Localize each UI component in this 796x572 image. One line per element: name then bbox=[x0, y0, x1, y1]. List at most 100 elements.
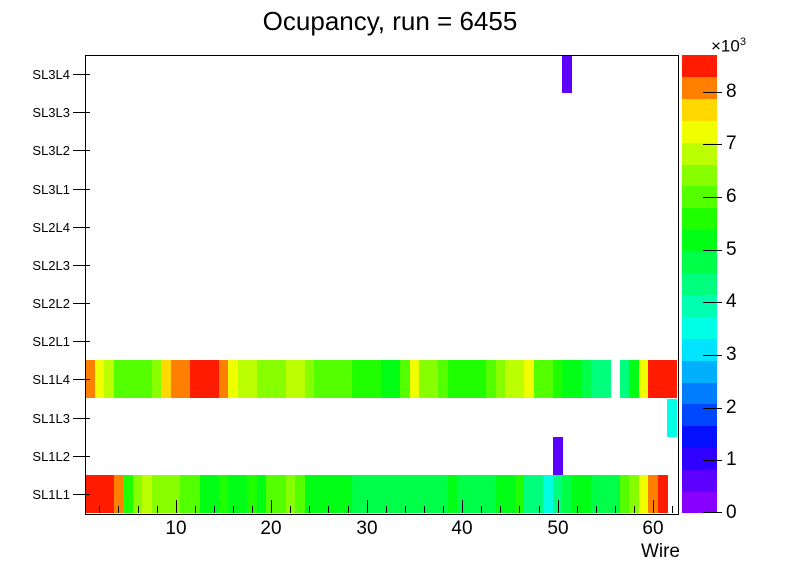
heatmap-cell bbox=[381, 474, 392, 513]
heatmap-cell bbox=[333, 474, 344, 513]
heatmap-cell bbox=[104, 360, 115, 399]
heatmap-cell bbox=[304, 360, 315, 399]
colorbar-band bbox=[682, 403, 717, 427]
heatmap-cell bbox=[667, 398, 678, 437]
heatmap-cell bbox=[486, 360, 497, 399]
x-axis-minor-tick bbox=[99, 506, 100, 513]
colorbar-band bbox=[682, 491, 717, 514]
heatmap-cell bbox=[228, 360, 239, 399]
heatmap-cell bbox=[342, 360, 353, 399]
heatmap-cell bbox=[247, 360, 258, 399]
heatmap-cell bbox=[218, 360, 229, 399]
y-axis-tick bbox=[73, 189, 90, 190]
heatmap-cell bbox=[132, 360, 143, 399]
y-axis-tick bbox=[73, 494, 90, 495]
heatmap-cell bbox=[419, 474, 430, 513]
heatmap-cell bbox=[180, 360, 191, 399]
colorbar-band bbox=[682, 338, 717, 361]
heatmap-cell bbox=[85, 360, 96, 399]
heatmap-cell bbox=[123, 474, 134, 513]
heatmap-cell bbox=[123, 360, 134, 399]
heatmap-cell bbox=[190, 360, 201, 399]
colorbar-tick bbox=[703, 408, 722, 409]
heatmap-cell bbox=[648, 360, 659, 399]
heatmap-cell bbox=[237, 474, 248, 513]
heatmap-cell bbox=[190, 474, 201, 513]
heatmap-cell bbox=[619, 360, 630, 399]
x-axis-minor-tick bbox=[519, 506, 520, 513]
heatmap-cell bbox=[170, 360, 181, 399]
heatmap-cell bbox=[266, 474, 277, 513]
x-axis-minor-tick bbox=[539, 506, 540, 513]
heatmap-cell bbox=[514, 474, 525, 513]
heatmap-cell bbox=[400, 360, 411, 399]
heatmap-cell bbox=[132, 474, 143, 513]
colorbar-tick bbox=[703, 250, 722, 251]
y-axis-tick bbox=[73, 303, 90, 304]
heatmap-cell bbox=[581, 360, 592, 399]
heatmap-cell bbox=[600, 474, 611, 513]
x-axis-major-tick bbox=[367, 500, 368, 513]
y-axis-tick bbox=[73, 112, 90, 113]
colorbar-tick-label: 7 bbox=[726, 133, 737, 154]
heatmap-cell bbox=[142, 474, 153, 513]
x-axis-tick-label: 50 bbox=[547, 518, 569, 539]
y-axis-tick-label: SL1L1 bbox=[32, 487, 70, 502]
heatmap-cell bbox=[457, 360, 468, 399]
heatmap-cell bbox=[533, 360, 544, 399]
x-axis-minor-tick bbox=[233, 506, 234, 513]
heatmap-cell bbox=[333, 360, 344, 399]
heatmap-cell bbox=[543, 474, 554, 513]
heatmap-cell bbox=[629, 474, 640, 513]
y-axis-tick-label: SL2L4 bbox=[32, 220, 70, 235]
heatmap-cell bbox=[428, 474, 439, 513]
heatmap-cell bbox=[390, 474, 401, 513]
colorbar-band bbox=[682, 360, 717, 383]
heatmap-cell bbox=[352, 474, 363, 513]
z-scale-label: ×103 bbox=[711, 36, 746, 56]
x-axis-minor-tick bbox=[214, 506, 215, 513]
heatmap-cell bbox=[323, 360, 334, 399]
x-axis-minor-tick bbox=[672, 506, 673, 513]
heatmap-cell bbox=[419, 360, 430, 399]
colorbar-tick-label: 2 bbox=[726, 397, 737, 418]
heatmap-cell bbox=[390, 360, 401, 399]
heatmap-cell bbox=[667, 360, 678, 399]
heatmap-cell bbox=[600, 360, 611, 399]
heatmap-cell bbox=[142, 360, 153, 399]
colorbar-tick-label: 6 bbox=[726, 186, 737, 207]
y-axis-tick-label: SL3L4 bbox=[32, 67, 70, 82]
heatmap-cell bbox=[199, 474, 210, 513]
x-axis-minor-tick bbox=[634, 506, 635, 513]
y-axis-tick bbox=[73, 227, 90, 228]
x-axis-minor-tick bbox=[500, 506, 501, 513]
y-axis-tick bbox=[73, 150, 90, 151]
page-title: Ocupancy, run = 6455 bbox=[262, 6, 518, 36]
heatmap-cell bbox=[562, 360, 573, 399]
colorbar-tick bbox=[703, 197, 722, 198]
heatmap-cell bbox=[524, 360, 535, 399]
heatmap-cell bbox=[94, 474, 105, 513]
colorbar-band bbox=[682, 164, 717, 187]
heatmap-cell bbox=[505, 474, 516, 513]
y-axis-tick-label: SL3L1 bbox=[32, 182, 70, 197]
heatmap-cell bbox=[409, 360, 420, 399]
heatmap-cell bbox=[170, 474, 181, 513]
colorbar-tick-label: 3 bbox=[726, 344, 737, 365]
colorbar-band bbox=[682, 98, 717, 121]
heatmap-cell bbox=[237, 360, 248, 399]
heatmap-cell bbox=[113, 474, 124, 513]
heatmap-cell bbox=[247, 474, 258, 513]
heatmap-cell bbox=[457, 474, 468, 513]
heatmap-cell bbox=[352, 360, 363, 399]
heatmap-cell bbox=[371, 360, 382, 399]
x-axis-minor-tick bbox=[577, 506, 578, 513]
heatmap-cell bbox=[295, 474, 306, 513]
heatmap-cell bbox=[371, 474, 382, 513]
x-axis-minor-tick bbox=[290, 506, 291, 513]
heatmap-cell bbox=[218, 474, 229, 513]
heatmap-cell bbox=[113, 360, 124, 399]
heatmap-cell bbox=[314, 474, 325, 513]
x-axis-minor-tick bbox=[195, 506, 196, 513]
